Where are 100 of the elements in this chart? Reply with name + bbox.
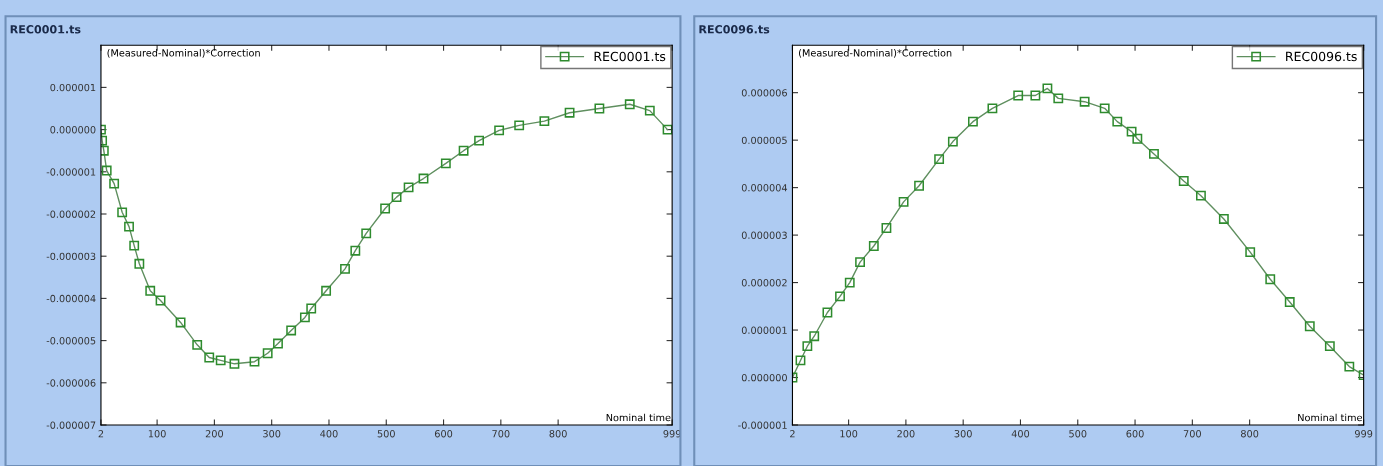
point	[1042, 83, 1053, 94]
x-axis-title: Nominal time	[606, 413, 671, 422]
point	[340, 263, 350, 274]
y-tick-label: -0.000002	[46, 210, 96, 218]
y-tick-label: 0.000000	[50, 126, 96, 134]
point	[117, 207, 128, 218]
y-axis-title: (Measured-Nominal)*Correction	[107, 49, 260, 58]
point	[175, 317, 186, 328]
point	[914, 180, 925, 191]
point	[1030, 90, 1041, 101]
x-tick-label: 200	[897, 430, 915, 438]
y-tick-label: 0.000003	[741, 231, 787, 239]
point	[1099, 103, 1110, 114]
y-tick-label: -0.000007	[46, 421, 96, 429]
point	[215, 355, 226, 366]
x-tick-label: 700	[492, 430, 510, 438]
point	[306, 303, 317, 314]
point	[109, 178, 120, 189]
y-tick-label: 0.000000	[741, 374, 787, 382]
x-tick-label: 600	[1126, 430, 1144, 438]
point	[101, 165, 112, 176]
point	[822, 307, 833, 318]
chart-title: REC0001.ts	[10, 25, 81, 34]
x-tick-label: 800	[1241, 430, 1259, 438]
x-tick-label: 400	[320, 430, 338, 438]
point	[1132, 133, 1143, 144]
point	[844, 277, 855, 288]
y-tick-label: -0.000003	[46, 252, 96, 261]
y-tick-label: -0.000004	[46, 294, 96, 303]
y-tick-label: 0.000006	[741, 89, 787, 97]
x-tick-label: 2	[98, 430, 104, 438]
y-tick-label: 0.000002	[741, 279, 787, 287]
y-tick-label: -0.000006	[46, 379, 96, 387]
x-tick-label: 100	[840, 430, 858, 438]
y-axis-title: (Measured-Nominal)*Correction	[799, 49, 952, 58]
point	[418, 173, 429, 184]
x-tick-label: 300	[263, 430, 281, 438]
point	[124, 221, 134, 232]
point	[1013, 90, 1024, 101]
point	[391, 192, 402, 203]
point	[594, 103, 605, 114]
point	[835, 291, 845, 302]
point	[204, 352, 215, 363]
x-tick-label: 300	[954, 430, 972, 438]
point	[1304, 321, 1315, 332]
point	[1196, 190, 1206, 201]
point	[514, 120, 525, 131]
point	[1126, 126, 1137, 137]
y-tick-label: -0.000001	[738, 421, 787, 429]
point	[229, 358, 240, 369]
x-tick-label: 800	[549, 430, 567, 438]
y-tick-label: -0.000005	[46, 337, 96, 345]
x-tick-label: 200	[205, 430, 224, 438]
point	[129, 240, 140, 251]
point	[1178, 176, 1189, 186]
point	[440, 158, 451, 169]
point	[249, 356, 260, 367]
point	[855, 257, 865, 268]
x-tick-label: 700	[1183, 430, 1201, 438]
point	[155, 295, 166, 306]
x-tick-label: 999	[1354, 430, 1373, 438]
point	[1265, 274, 1276, 285]
point	[1344, 361, 1355, 372]
point	[458, 145, 469, 156]
x-tick-label: 600	[434, 430, 453, 438]
point	[1079, 96, 1090, 107]
y-tick-label: 0.000001	[50, 83, 96, 92]
x-axis-title: Nominal time	[1298, 413, 1362, 422]
y-tick-label: 0.000001	[741, 326, 787, 334]
point	[809, 331, 820, 342]
point	[299, 312, 310, 323]
point	[802, 341, 813, 352]
point	[795, 355, 806, 366]
point	[539, 116, 550, 127]
x-tick-label: 100	[148, 430, 166, 438]
point	[1324, 341, 1335, 352]
point	[934, 154, 945, 165]
point	[350, 245, 361, 256]
point	[100, 145, 109, 156]
point	[947, 136, 958, 147]
point	[987, 103, 998, 114]
point	[868, 241, 879, 251]
point	[474, 135, 485, 146]
point	[1245, 247, 1256, 258]
point	[192, 339, 203, 350]
point	[881, 223, 892, 233]
point	[262, 348, 273, 359]
point	[361, 228, 372, 239]
x-tick-label: 400	[1011, 430, 1030, 438]
point	[380, 203, 391, 214]
chart-title: REC0096.ts	[699, 25, 770, 34]
point	[494, 125, 505, 136]
point	[898, 196, 909, 207]
point	[644, 105, 655, 116]
point	[1149, 148, 1159, 159]
point	[134, 258, 145, 269]
point	[564, 107, 575, 118]
x-tick-label: 2	[790, 430, 795, 438]
y-tick-label: -0.000001	[46, 168, 96, 176]
y-tick-label: 0.000004	[741, 184, 788, 192]
